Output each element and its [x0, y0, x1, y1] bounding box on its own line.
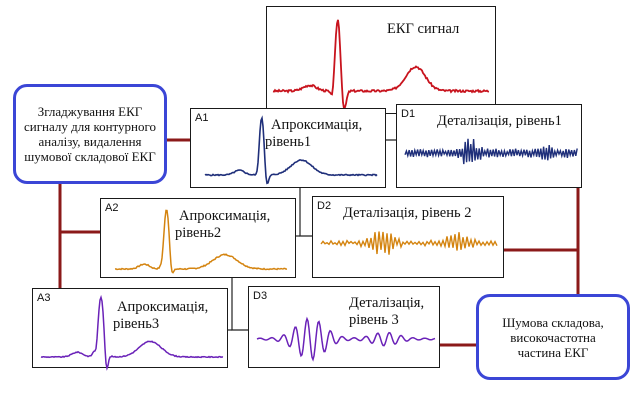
approximation-3-title-line1: Апроксимація, — [117, 299, 209, 315]
approximation-3-waveform — [40, 294, 224, 371]
approximation-2-box: A2 Апроксимація, рівень2 — [100, 198, 296, 278]
tree-connector — [231, 278, 248, 331]
detail-2-waveform — [320, 231, 498, 255]
detail-1-waveform — [404, 138, 578, 165]
detail-3-box: D3 Деталізація, рівень 3 — [248, 286, 440, 368]
approximation-2-title-line2: рівень2 — [175, 225, 222, 241]
approximation-1-title-line1: Апроксимація, — [271, 117, 363, 133]
detail-1-title: Деталізація, рівень1 — [437, 113, 562, 129]
tree-connector — [299, 188, 312, 237]
detail-3-title-line2: рівень 3 — [349, 312, 399, 328]
approximation-1-waveform — [204, 115, 378, 185]
approximation-3-tag: A3 — [37, 292, 51, 304]
approximation-2-title-line1: Апроксимація, — [179, 208, 271, 224]
detail-3-tag: D3 — [253, 290, 268, 302]
smoothing-note-text: Згладжування ЕКГ сигналу для контурного … — [23, 104, 157, 164]
detail-2-tag: D2 — [317, 200, 332, 212]
detail-2-title: Деталізація, рівень 2 — [343, 205, 472, 221]
approximation-2-tag: A2 — [105, 202, 119, 214]
approximation-1-tag: A1 — [195, 112, 209, 124]
detail-3-waveform — [256, 316, 436, 362]
noise-note-text: Шумова складова, високочастотна частина … — [502, 314, 604, 360]
noise-note: Шумова складова, високочастотна частина … — [476, 294, 630, 380]
ecg-signal-waveform — [272, 19, 490, 111]
ecg-signal-box: ЕКГ сигнал — [266, 6, 496, 114]
detail-1-box: D1 Деталізація, рівень1 — [396, 104, 582, 188]
approximation-3-box: A3 Апроксимація, рівень3 — [32, 288, 228, 371]
smoothing-note: Згладжування ЕКГ сигналу для контурного … — [13, 84, 167, 184]
detail-2-box: D2 Деталізація, рівень 2 — [312, 196, 504, 278]
detail-1-tag: D1 — [401, 108, 416, 120]
approximation-1-box: A1 Апроксимація, рівень1 — [190, 108, 386, 188]
detail-3-title-line1: Деталізація, — [349, 295, 425, 311]
approximation-2-waveform — [114, 209, 288, 274]
ecg-signal-title: ЕКГ сигнал — [387, 21, 460, 37]
approximation-3-title-line2: рівень3 — [113, 316, 160, 332]
approximation-1-title-line2: рівень1 — [265, 134, 312, 150]
